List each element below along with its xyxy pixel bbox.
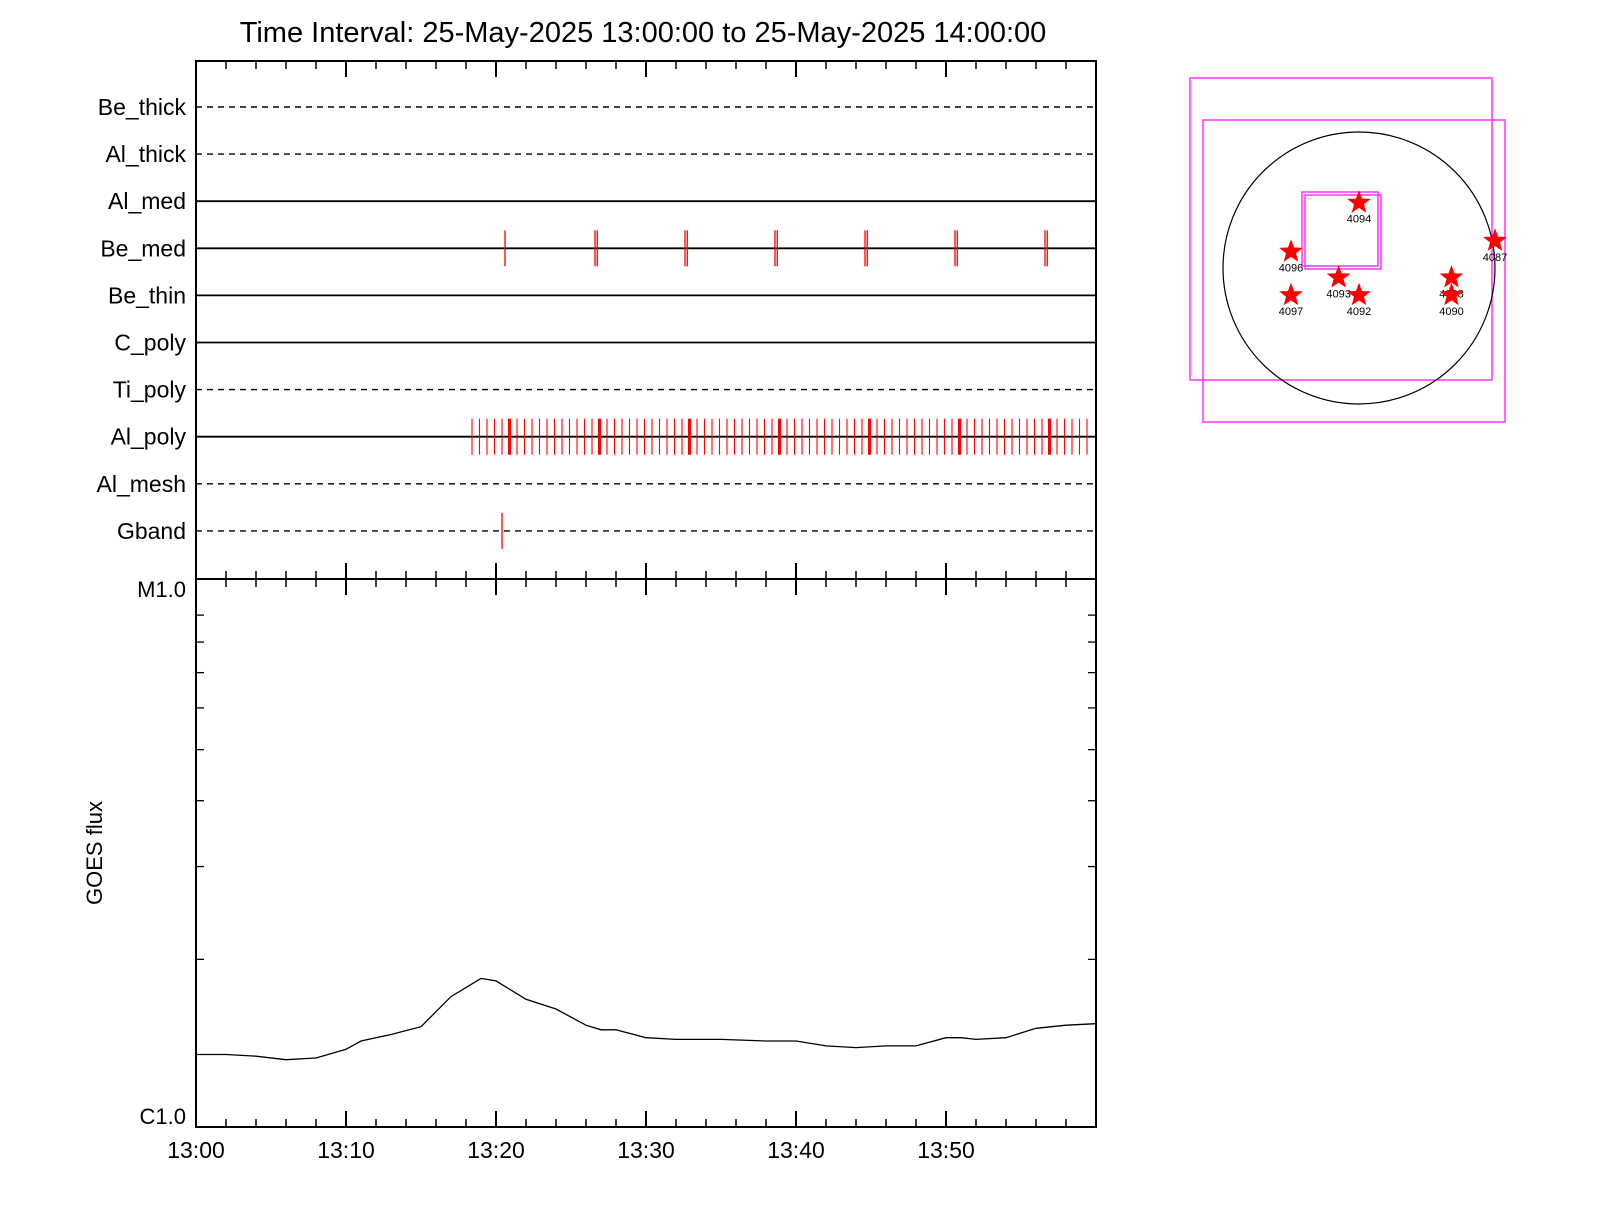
region-label: 4090 [1439, 306, 1463, 318]
region-star-icon [1483, 228, 1507, 251]
timeline-row-be-thin: Be_thin [108, 282, 1096, 308]
goes-xtick-label: 13:10 [317, 1137, 375, 1163]
region-label: 4097 [1279, 306, 1303, 318]
region-label: 4092 [1347, 306, 1371, 318]
goes-ticks [195, 563, 1097, 1127]
region-label: 4096 [1279, 263, 1303, 275]
region-star-icon [1347, 282, 1371, 306]
timeline-rows: Be_thick Al_thick Al_med Be_med Be_thin C_pol… [97, 94, 1096, 549]
active-region-4087: 4087 [1483, 228, 1507, 264]
goes-xtick-label: 13:50 [917, 1137, 975, 1163]
timeline-row-al-poly: Al_poly [111, 418, 1096, 455]
chart-title: Time Interval: 25-May-2025 13:00:00 to 2… [240, 17, 1047, 49]
goes-xtick-label: 13:30 [617, 1137, 675, 1163]
fov-box-1 [1189, 77, 1493, 381]
timeline-row-al-med: Al_med [108, 188, 1096, 214]
goes-ytick-top: M1.0 [137, 577, 186, 602]
active-region-4092: 4092 [1347, 282, 1371, 318]
timeline-row-label: Al_poly [111, 424, 187, 450]
solar-disk-limb [1222, 131, 1496, 405]
region-star-icon [1347, 190, 1371, 213]
timeline-row-ti-poly: Ti_poly [113, 377, 1096, 403]
region-star-icon [1326, 265, 1351, 288]
goes-xtick-label: 13:00 [167, 1137, 225, 1163]
goes-panel-frame [195, 578, 1097, 1128]
timeline-row-label: Be_thick [98, 94, 187, 120]
timeline-row-be-med: Be_med [100, 230, 1096, 267]
timeline-row-label: Al_med [108, 188, 186, 214]
timeline-ticks [195, 61, 1097, 77]
fov-box-small-1 [1301, 191, 1379, 267]
region-label: 4094 [1347, 214, 1371, 226]
timeline-row-al-mesh: Al_mesh [97, 471, 1096, 497]
timeline-row-label: Be_thin [108, 282, 186, 308]
goes-flux-line [196, 977, 1097, 1061]
region-star-icon [1279, 239, 1303, 262]
active-regions: 40944096409340974092408840904087 [1279, 190, 1507, 318]
solar-disk-inset: 40944096409340974092408840904087 [1189, 77, 1507, 423]
region-star-icon [1439, 265, 1464, 288]
timeline-row-c-poly: C_poly [114, 330, 1096, 356]
active-region-4093: 4093 [1326, 265, 1351, 301]
region-label: 4087 [1483, 252, 1507, 264]
timeline-row-label: Ti_poly [113, 377, 187, 403]
active-region-4096: 4096 [1279, 239, 1303, 275]
active-region-4090: 4090 [1439, 282, 1464, 318]
active-region-4094: 4094 [1347, 190, 1371, 226]
goes-xtick-labels: 13:00 13:10 13:20 13:30 13:40 13:50 [167, 1137, 975, 1163]
timeline-row-label: Al_thick [105, 141, 186, 167]
region-star-icon [1279, 282, 1303, 306]
timeline-panel-frame [195, 60, 1097, 580]
timeline-row-be-thick: Be_thick [98, 94, 1096, 120]
fov-box-2 [1202, 119, 1506, 423]
timeline-row-label: Be_med [100, 235, 186, 261]
goes-xtick-label: 13:20 [467, 1137, 525, 1163]
timeline-row-label: Gband [117, 518, 186, 544]
timeline-row-label: Al_mesh [97, 471, 186, 497]
active-region-4097: 4097 [1279, 282, 1303, 318]
fov-box-small-2 [1304, 194, 1382, 270]
goes-ytick-bottom: C1.0 [140, 1104, 186, 1129]
timeline-row-label: C_poly [114, 330, 186, 356]
goes-ylabel: GOES flux [82, 801, 107, 905]
region-label: 4093 [1326, 289, 1350, 301]
timeline-row-gband: Gband [117, 512, 1096, 549]
goes-xtick-label: 13:40 [767, 1137, 825, 1163]
timeline-row-al-thick: Al_thick [105, 141, 1096, 167]
region-star-icon [1439, 282, 1464, 306]
